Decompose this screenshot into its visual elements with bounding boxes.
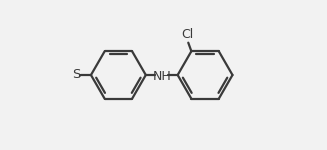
Text: NH: NH <box>152 70 171 83</box>
Text: Cl: Cl <box>181 28 194 41</box>
Text: S: S <box>72 68 80 81</box>
